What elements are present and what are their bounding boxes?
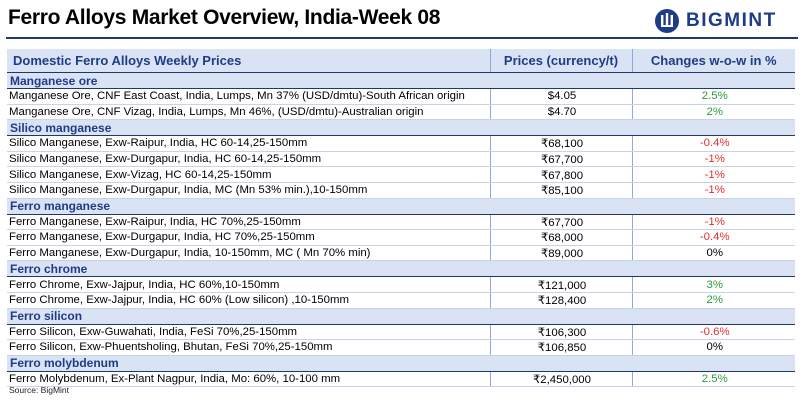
category-row: Ferro silicon — [7, 307, 795, 325]
category-label: Ferro manganese — [7, 197, 795, 215]
table-row: Ferro Chrome, Exw-Jajpur, India, HC 60%,… — [7, 276, 795, 293]
change-cell: 2% — [632, 292, 795, 309]
table-row: Silico Manganese, Exw-Durgapur, India, H… — [7, 151, 795, 168]
price-cell: ₹67,700 — [490, 151, 633, 168]
change-cell: -0.6% — [632, 324, 795, 341]
change-cell: -1% — [632, 151, 795, 168]
product-cell: Ferro Manganese, Exw-Raipur, India, HC 7… — [7, 214, 491, 231]
product-cell: Silico Manganese, Exw-Vizag, HC 60-14,25… — [7, 166, 491, 183]
change-cell: 2.5% — [632, 371, 795, 388]
price-cell: ₹68,000 — [490, 229, 633, 246]
title-divider — [6, 37, 798, 39]
table-row: Manganese Ore, CNF Vizag, India, Lumps, … — [7, 104, 795, 121]
product-cell: Ferro Manganese, Exw-Durgapur, India, 10… — [7, 245, 491, 262]
column-header-product: Domestic Ferro Alloys Weekly Prices — [7, 49, 491, 73]
product-cell: Manganese Ore, CNF East Coast, India, Lu… — [7, 88, 491, 105]
table-row: Silico Manganese, Exw-Raipur, India, HC … — [7, 135, 795, 152]
product-cell: Ferro Chrome, Exw-Jajpur, India, HC 60% … — [7, 292, 491, 309]
product-cell: Silico Manganese, Exw-Raipur, India, HC … — [7, 135, 491, 152]
product-cell: Ferro Silicon, Exw-Guwahati, India, FeSi… — [7, 324, 491, 341]
table-header-row: Domestic Ferro Alloys Weekly Prices Pric… — [7, 49, 795, 73]
product-cell: Ferro Silicon, Exw-Phuentsholing, Bhutan… — [7, 339, 491, 356]
bigmint-logo-icon — [655, 9, 679, 33]
table-row: Silico Manganese, Exw-Vizag, HC 60-14,25… — [7, 166, 795, 183]
category-row: Silico manganese — [7, 119, 795, 137]
table-row: Ferro Manganese, Exw-Durgapur, India, 10… — [7, 245, 795, 262]
price-cell: ₹85,100 — [490, 182, 633, 199]
change-cell: -1% — [632, 214, 795, 231]
product-cell: Ferro Molybdenum, Ex-Plant Nagpur, India… — [7, 371, 491, 388]
category-label: Ferro silicon — [7, 307, 795, 325]
logo-text: BIGMINT — [686, 10, 777, 31]
category-row: Ferro manganese — [7, 197, 795, 215]
change-cell: 2% — [632, 104, 795, 121]
category-row: Ferro chrome — [7, 260, 795, 278]
change-cell: -1% — [632, 166, 795, 183]
category-label: Silico manganese — [7, 119, 795, 137]
product-cell: Silico Manganese, Exw-Durgapur, India, H… — [7, 151, 491, 168]
category-label: Manganese ore — [7, 72, 795, 89]
price-cell: ₹67,800 — [490, 166, 633, 183]
price-cell: ₹89,000 — [490, 245, 633, 262]
column-header-price: Prices (currency/t) — [490, 49, 633, 73]
price-cell: ₹67,700 — [490, 214, 633, 231]
table-row: Ferro Manganese, Exw-Raipur, India, HC 7… — [7, 214, 795, 231]
change-cell: 2.5% — [632, 88, 795, 105]
change-cell: -1% — [632, 182, 795, 199]
prices-table: Domestic Ferro Alloys Weekly Prices Pric… — [7, 49, 795, 388]
column-header-change: Changes w-o-w in % — [632, 49, 795, 73]
price-cell: ₹2,450,000 — [490, 371, 633, 388]
price-cell: ₹121,000 — [490, 276, 633, 293]
product-cell: Ferro Chrome, Exw-Jajpur, India, HC 60%,… — [7, 276, 491, 293]
category-label: Ferro molybdenum — [7, 354, 795, 372]
source-note: Source: BigMint — [9, 385, 69, 395]
price-cell: ₹68,100 — [490, 135, 633, 152]
category-label: Ferro chrome — [7, 260, 795, 278]
table-row: Ferro Silicon, Exw-Phuentsholing, Bhutan… — [7, 339, 795, 356]
table-row: Ferro Silicon, Exw-Guwahati, India, FeSi… — [7, 324, 795, 341]
price-cell: ₹128,400 — [490, 292, 633, 309]
table-row: Ferro Chrome, Exw-Jajpur, India, HC 60% … — [7, 292, 795, 309]
category-row: Ferro molybdenum — [7, 354, 795, 372]
change-cell: 0% — [632, 339, 795, 356]
brand-logo: BIGMINT — [654, 8, 777, 34]
product-cell: Silico Manganese, Exw-Durgapur, India, M… — [7, 182, 491, 199]
change-cell: -0.4% — [632, 135, 795, 152]
price-cell: $4.70 — [490, 104, 633, 121]
table-row: Ferro Molybdenum, Ex-Plant Nagpur, India… — [7, 371, 795, 388]
table-body: Manganese ore Manganese Ore, CNF East Coa… — [7, 72, 795, 388]
change-cell: 3% — [632, 276, 795, 293]
table-row: Manganese Ore, CNF East Coast, India, Lu… — [7, 88, 795, 105]
price-cell: ₹106,300 — [490, 324, 633, 341]
category-row: Manganese ore — [7, 72, 795, 89]
product-cell: Ferro Manganese, Exw-Durgapur, India, HC… — [7, 229, 491, 246]
product-cell: Manganese Ore, CNF Vizag, India, Lumps, … — [7, 104, 491, 121]
page-title: Ferro Alloys Market Overview, India-Week… — [8, 6, 441, 29]
table-row: Ferro Manganese, Exw-Durgapur, India, HC… — [7, 229, 795, 246]
price-cell: $4.05 — [490, 88, 633, 105]
change-cell: 0% — [632, 245, 795, 262]
change-cell: -0.4% — [632, 229, 795, 246]
price-cell: ₹106,850 — [490, 339, 633, 356]
table-row: Silico Manganese, Exw-Durgapur, India, M… — [7, 182, 795, 199]
